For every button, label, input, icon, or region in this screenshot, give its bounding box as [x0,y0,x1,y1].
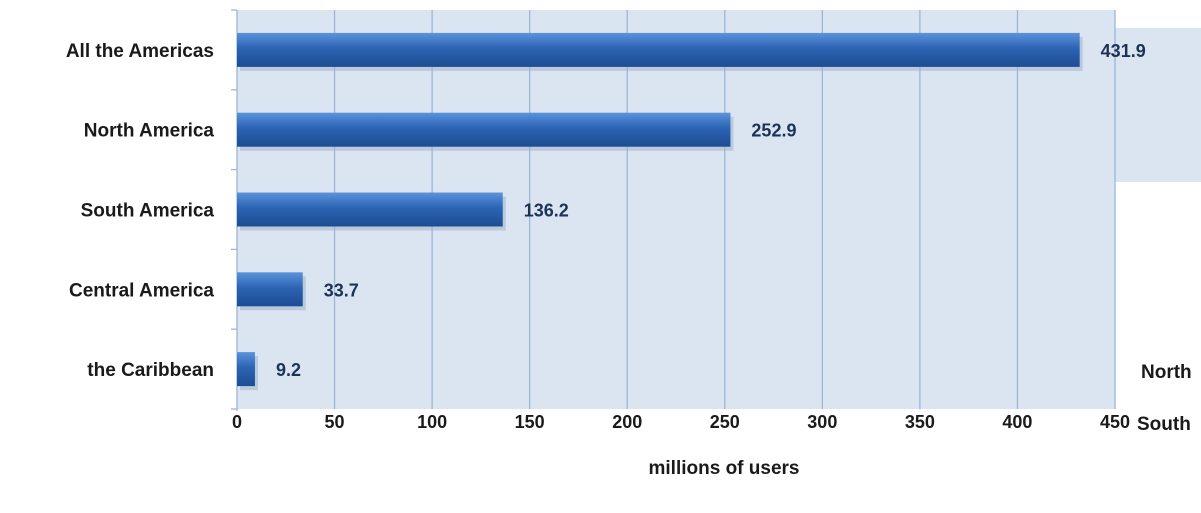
x-tick-label: 300 [807,412,837,432]
legend-panel [1115,28,1201,182]
bar [237,352,255,387]
legend-entry-north: North [1141,362,1192,383]
bar [237,32,1080,67]
value-label: 33.7 [324,280,359,300]
x-tick-label: 400 [1002,412,1032,432]
x-tick-label: 250 [710,412,740,432]
category-label: the Caribbean [87,360,214,381]
value-label: 136.2 [524,201,569,221]
value-label: 252.9 [751,121,796,141]
x-tick-label: 150 [515,412,545,432]
x-tick-label: 350 [905,412,935,432]
x-tick-label: 450 [1100,412,1130,432]
value-label: 9.2 [276,360,301,380]
x-tick-label: 200 [612,412,642,432]
category-label: North America [84,121,215,142]
x-tick-label: 50 [325,412,345,432]
x-tick-label: 0 [232,412,242,432]
legend-panel-inner [1120,182,1201,412]
bar [237,112,731,147]
legend-entry-south: South [1137,414,1191,435]
category-label: Central America [69,280,214,301]
bar [237,192,503,227]
bar [237,272,303,307]
x-tick-label: 100 [417,412,447,432]
category-label: All the Americas [66,41,214,62]
category-label: South America [81,201,215,222]
x-axis-title: millions of users [649,458,800,479]
value-label: 431.9 [1101,41,1146,61]
